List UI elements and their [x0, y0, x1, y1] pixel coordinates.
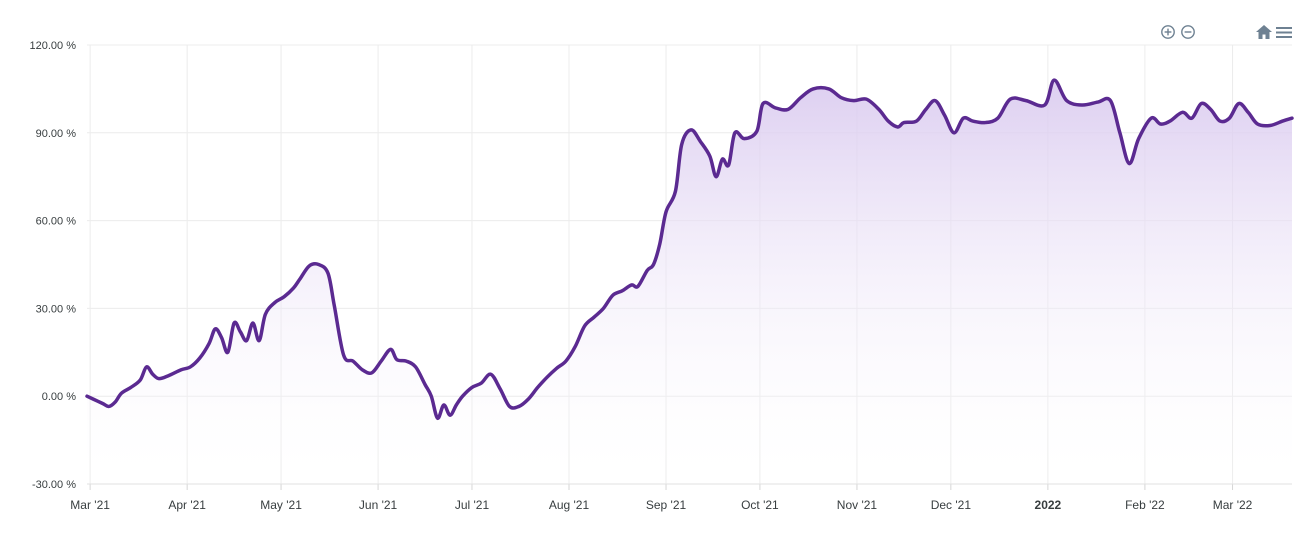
x-tick-label: Jun '21	[359, 498, 398, 512]
x-tick-label: May '21	[260, 498, 302, 512]
zoom-in-icon[interactable]	[1158, 22, 1178, 42]
y-axis: -30.00 % 0.00 % 30.00 % 60.00 % 90.00 % 120.0…	[30, 40, 77, 491]
x-tick-label: Oct '21	[741, 498, 779, 512]
y-tick-label: 60.00 %	[36, 216, 77, 228]
y-tick-label: 0.00 %	[42, 391, 76, 403]
x-tick-label: 2022	[1035, 498, 1062, 512]
x-tick-label: Mar '22	[1213, 498, 1253, 512]
x-tick-label: Feb '22	[1125, 498, 1165, 512]
x-tick-label: Jul '21	[455, 498, 490, 512]
y-tick-label: 30.00 %	[36, 303, 77, 315]
home-icon[interactable]	[1254, 22, 1274, 42]
series-area	[85, 78, 1294, 484]
x-tick-label: Mar '21	[70, 498, 110, 512]
x-tick-label: Apr '21	[168, 498, 206, 512]
menu-icon[interactable]	[1274, 22, 1294, 42]
x-tick-label: Aug '21	[549, 498, 590, 512]
series-line	[85, 78, 1294, 420]
x-tick-label: Dec '21	[931, 498, 972, 512]
zoom-out-icon[interactable]	[1178, 22, 1198, 42]
x-tick-label: Nov '21	[837, 498, 878, 512]
y-tick-label: 120.00 %	[30, 40, 77, 52]
y-tick-label: -30.00 %	[32, 479, 76, 491]
x-axis: Mar '21 Apr '21 May '21 Jun '21 Jul '21 Aug '…	[70, 483, 1292, 512]
y-tick-label: 90.00 %	[36, 128, 77, 140]
zoom-controls	[1158, 22, 1198, 42]
x-tick-label: Sep '21	[646, 498, 687, 512]
view-controls	[1254, 22, 1294, 42]
series-area-fill	[87, 80, 1292, 484]
